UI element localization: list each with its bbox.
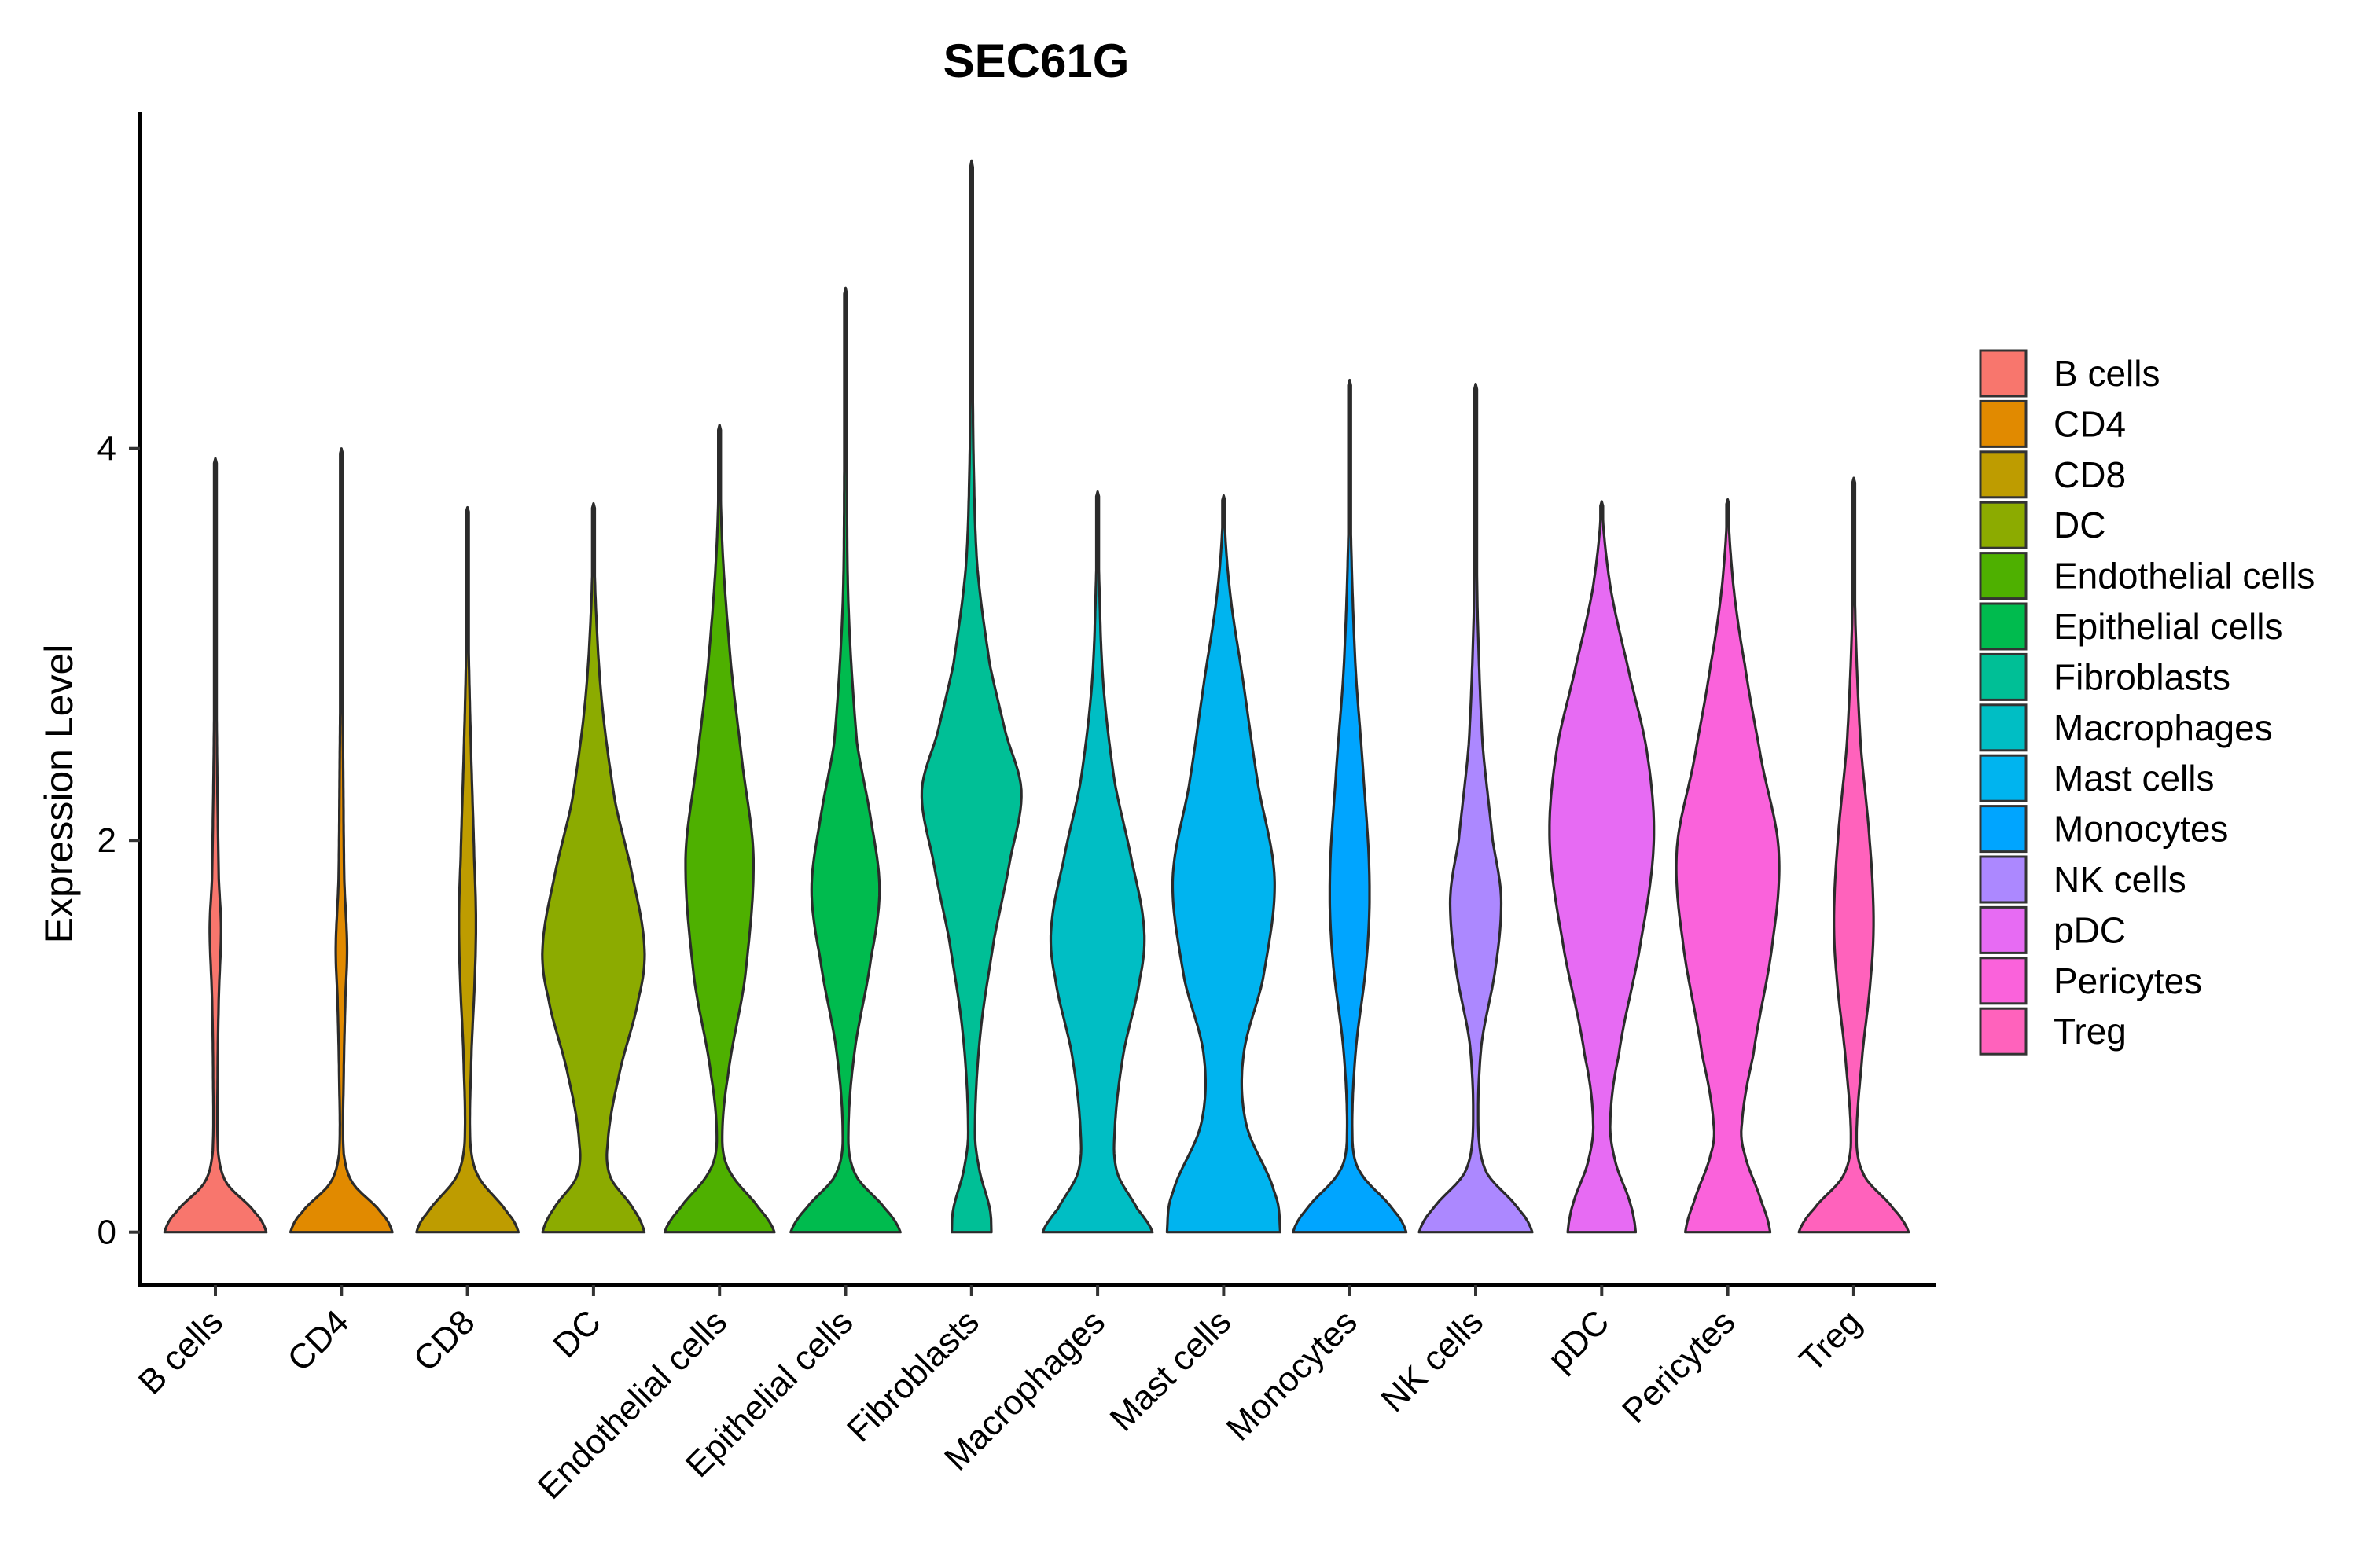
- y-axis-title: Expression Level: [37, 644, 81, 944]
- legend-label-fibroblasts: Fibroblasts: [2054, 656, 2230, 697]
- x-tick-label: Pericytes: [1615, 1302, 1743, 1430]
- legend-label-b-cells: B cells: [2054, 353, 2160, 394]
- legend-label-epithelial-cells: Epithelial cells: [2054, 606, 2282, 647]
- violin-cd4: [289, 447, 394, 1234]
- legend-label-mast-cells: Mast cells: [2054, 758, 2214, 799]
- violin-fibroblasts: [920, 159, 1023, 1234]
- legend-key-treg: [1979, 1007, 2028, 1056]
- legend-key-nk-cells: [1979, 855, 2028, 904]
- violin-nk-cells: [1417, 382, 1534, 1234]
- legend-key-macrophages: [1979, 703, 2028, 752]
- y-tick-label: 0: [97, 1214, 116, 1252]
- legend-label-cd4: CD4: [2054, 403, 2126, 444]
- y-tick-label: 4: [97, 430, 116, 468]
- y-tick-label: 2: [97, 821, 116, 860]
- x-tick-label: B cells: [131, 1302, 230, 1401]
- legend-label-monocytes: Monocytes: [2054, 809, 2228, 850]
- legend-label-nk-cells: NK cells: [2054, 859, 2186, 900]
- legend-key-cd4: [1979, 399, 2028, 448]
- violin-endothelial-cells: [663, 424, 776, 1234]
- legend-label-macrophages: Macrophages: [2054, 707, 2273, 748]
- legend-key-mast-cells: [1979, 754, 2028, 802]
- violin-group: [163, 159, 1910, 1234]
- violin-b-cells: [163, 457, 268, 1234]
- legend-label-endothelial-cells: Endothelial cells: [2054, 556, 2315, 597]
- legend-key-epithelial-cells: [1979, 602, 2028, 651]
- chart-title: SEC61G: [943, 35, 1130, 87]
- violin-mast-cells: [1165, 494, 1281, 1234]
- y-axis-ticks: 0 2 4: [97, 430, 140, 1252]
- legend-key-endothelial-cells: [1979, 552, 2028, 600]
- legend-key-b-cells: [1979, 349, 2028, 398]
- x-tick-label: Mast cells: [1103, 1302, 1239, 1438]
- legend: B cells CD4 CD8 DC Endothelial cells Epitheli…: [1979, 349, 2315, 1056]
- legend-label-pericytes: Pericytes: [2054, 960, 2202, 1001]
- x-tick-label: Monocytes: [1219, 1302, 1365, 1448]
- x-tick-label: NK cells: [1373, 1302, 1491, 1419]
- legend-label-dc: DC: [2054, 505, 2105, 545]
- legend-key-fibroblasts: [1979, 652, 2028, 701]
- violin-macrophages: [1041, 490, 1154, 1234]
- x-tick-label: Treg: [1793, 1302, 1869, 1379]
- violin-epithelial-cells: [789, 286, 902, 1234]
- violin-monocytes: [1292, 378, 1408, 1234]
- x-tick-label: CD8: [406, 1302, 483, 1379]
- violin-pdc: [1548, 500, 1656, 1234]
- violin-treg: [1797, 476, 1910, 1234]
- legend-label-cd8: CD8: [2054, 454, 2126, 495]
- legend-key-monocytes: [1979, 805, 2028, 854]
- legend-label-treg: Treg: [2054, 1011, 2127, 1052]
- legend-label-pdc: pDC: [2054, 909, 2126, 950]
- legend-key-pdc: [1979, 905, 2028, 954]
- x-tick-label: pDC: [1540, 1302, 1616, 1379]
- x-tick-label: CD4: [280, 1302, 356, 1379]
- violin-pericytes: [1675, 498, 1781, 1234]
- violin-cd8: [415, 505, 520, 1234]
- legend-key-dc: [1979, 501, 2028, 549]
- violin-dc: [541, 501, 646, 1234]
- x-tick-label: DC: [546, 1302, 609, 1365]
- legend-key-cd8: [1979, 450, 2028, 499]
- legend-key-pericytes: [1979, 957, 2028, 1005]
